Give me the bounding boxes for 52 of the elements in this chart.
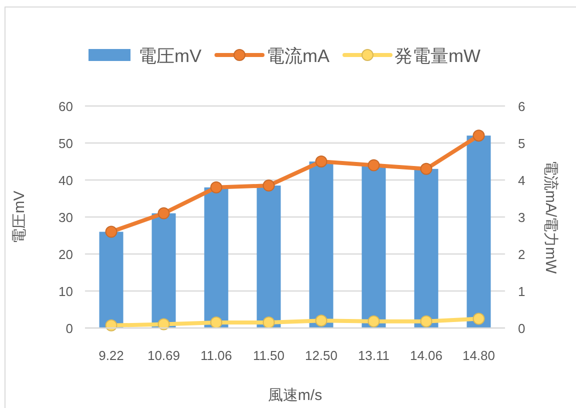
y-tick-label: 10 (58, 284, 73, 299)
x-tick-label: 14.80 (462, 348, 496, 363)
y2-tick-label: 0 (518, 321, 526, 336)
y2-axis-title: 電流mA/電力mW (542, 160, 559, 274)
x-tick-label: 14.06 (410, 348, 443, 363)
legend-label: 電流mA (266, 46, 330, 66)
bar (256, 186, 281, 328)
point (315, 314, 328, 327)
legend-label: 電圧mV (138, 46, 202, 66)
y2-tick-label: 6 (518, 99, 526, 114)
x-tick-label: 10.69 (147, 348, 180, 363)
x-tick-label: 13.11 (358, 348, 390, 363)
y2-tick-label: 5 (518, 136, 526, 151)
point (158, 207, 170, 220)
point (105, 226, 118, 238)
point (210, 181, 222, 194)
y-tick-label: 40 (58, 173, 73, 188)
point (368, 159, 380, 172)
bar (99, 232, 124, 328)
bar (414, 168, 438, 328)
bar (309, 162, 334, 328)
y-tick-label: 50 (58, 136, 73, 151)
x-tick-label: 12.50 (304, 348, 338, 363)
legend-label: 発電量mW (394, 46, 480, 66)
bar (204, 187, 228, 328)
point (158, 318, 170, 330)
y2-tick-label: 2 (518, 247, 526, 262)
point (210, 316, 222, 328)
y-tick-label: 60 (58, 99, 73, 114)
x-tick-label: 11.06 (200, 348, 232, 363)
point (420, 162, 432, 175)
point (472, 130, 485, 142)
x-tick-label: 11.50 (252, 348, 285, 363)
point (262, 180, 275, 192)
y2-tick-label: 3 (518, 210, 526, 225)
y2-tick-label: 1 (518, 284, 526, 299)
point (315, 156, 328, 168)
point (472, 312, 485, 325)
point (368, 315, 380, 328)
point (105, 319, 118, 332)
y-tick-label: 30 (58, 210, 73, 225)
bar (466, 136, 491, 328)
y-tick-label: 20 (58, 247, 73, 262)
bar (362, 165, 386, 328)
point (420, 315, 432, 328)
x-axis-title: 風速m/s (268, 387, 322, 404)
bar (152, 213, 176, 328)
point (262, 316, 275, 328)
y-axis-title: 電圧mV (11, 190, 28, 244)
x-tick-label: 9.22 (98, 348, 124, 363)
y2-tick-label: 4 (518, 173, 526, 188)
y-tick-label: 0 (66, 321, 73, 336)
